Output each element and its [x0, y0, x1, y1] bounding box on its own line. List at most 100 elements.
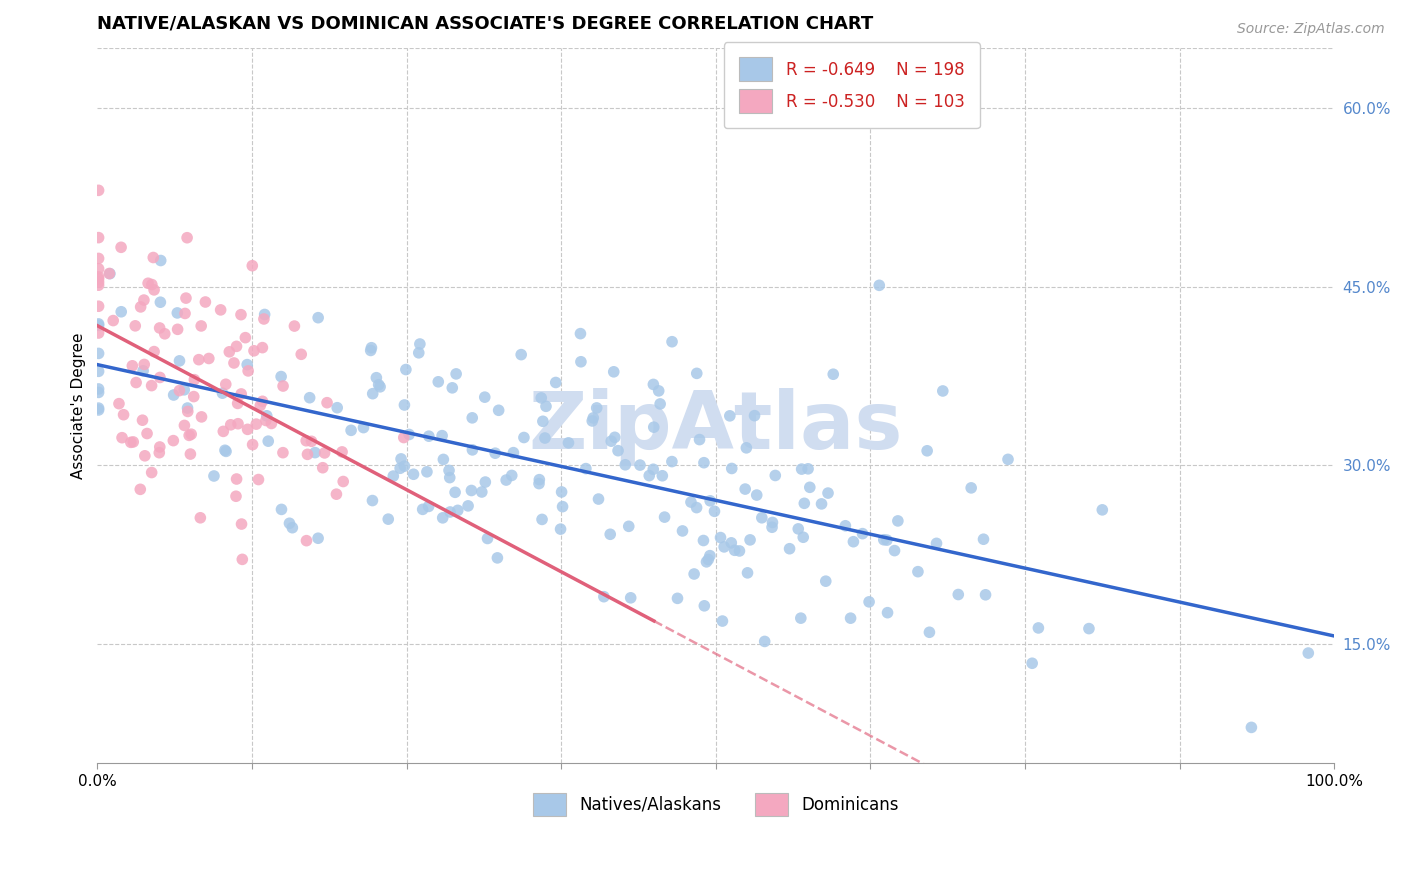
Point: [763, 468, 786, 483]
Point: [603, 430, 626, 444]
Point: [240, 259, 263, 273]
Point: [575, 461, 598, 475]
Point: [744, 409, 766, 423]
Point: [685, 500, 707, 515]
Point: [298, 391, 321, 405]
Point: [550, 522, 572, 536]
Point: [441, 381, 464, 395]
Point: [873, 533, 896, 547]
Point: [471, 485, 494, 500]
Point: [222, 356, 245, 370]
Point: [790, 462, 813, 476]
Point: [218, 344, 240, 359]
Point: [793, 496, 815, 510]
Point: [792, 530, 814, 544]
Point: [87, 403, 110, 417]
Point: [98, 267, 121, 281]
Point: [236, 422, 259, 436]
Point: [194, 295, 217, 310]
Point: [253, 308, 276, 322]
Point: [427, 375, 450, 389]
Point: [1078, 622, 1101, 636]
Point: [231, 387, 253, 401]
Point: [149, 253, 172, 268]
Point: [501, 468, 523, 483]
Point: [290, 347, 312, 361]
Point: [307, 310, 329, 325]
Point: [361, 493, 384, 508]
Point: [588, 491, 610, 506]
Point: [125, 376, 148, 390]
Point: [98, 267, 121, 281]
Point: [932, 384, 955, 398]
Point: [817, 486, 839, 500]
Point: [614, 458, 637, 472]
Point: [692, 533, 714, 548]
Y-axis label: Associate's Degree: Associate's Degree: [72, 333, 86, 479]
Point: [132, 364, 155, 378]
Point: [87, 299, 110, 313]
Point: [225, 472, 247, 486]
Point: [382, 469, 405, 483]
Point: [550, 485, 572, 500]
Point: [253, 312, 276, 326]
Point: [444, 367, 467, 381]
Point: [307, 531, 329, 545]
Point: [87, 346, 110, 360]
Point: [960, 481, 983, 495]
Point: [402, 467, 425, 482]
Point: [202, 469, 225, 483]
Point: [883, 543, 905, 558]
Point: [87, 230, 110, 244]
Point: [326, 401, 349, 415]
Point: [439, 470, 461, 484]
Point: [173, 383, 195, 397]
Point: [761, 516, 783, 530]
Point: [534, 431, 557, 445]
Point: [461, 410, 484, 425]
Point: [149, 295, 172, 310]
Point: [858, 595, 880, 609]
Point: [249, 399, 271, 413]
Point: [751, 510, 773, 524]
Point: [887, 514, 910, 528]
Point: [254, 413, 277, 427]
Point: [110, 240, 132, 254]
Point: [129, 483, 152, 497]
Point: [720, 461, 742, 475]
Point: [389, 451, 412, 466]
Point: [412, 502, 434, 516]
Point: [142, 251, 165, 265]
Point: [392, 431, 415, 445]
Point: [530, 391, 553, 405]
Point: [176, 231, 198, 245]
Point: [703, 504, 725, 518]
Point: [271, 445, 294, 459]
Point: [295, 533, 318, 548]
Point: [484, 446, 506, 460]
Point: [183, 390, 205, 404]
Point: [87, 269, 110, 284]
Point: [474, 475, 496, 489]
Point: [120, 435, 142, 450]
Point: [361, 386, 384, 401]
Text: ZipAtlas: ZipAtlas: [529, 388, 903, 467]
Point: [599, 527, 621, 541]
Point: [129, 300, 152, 314]
Point: [132, 293, 155, 307]
Point: [799, 480, 821, 494]
Point: [360, 343, 382, 358]
Point: [394, 459, 416, 474]
Point: [693, 599, 716, 613]
Point: [581, 414, 603, 428]
Point: [136, 277, 159, 291]
Point: [585, 401, 607, 415]
Point: [671, 524, 693, 538]
Point: [87, 275, 110, 289]
Point: [112, 408, 135, 422]
Point: [430, 428, 453, 442]
Point: [367, 377, 389, 392]
Point: [551, 500, 574, 514]
Point: [236, 364, 259, 378]
Point: [711, 614, 734, 628]
